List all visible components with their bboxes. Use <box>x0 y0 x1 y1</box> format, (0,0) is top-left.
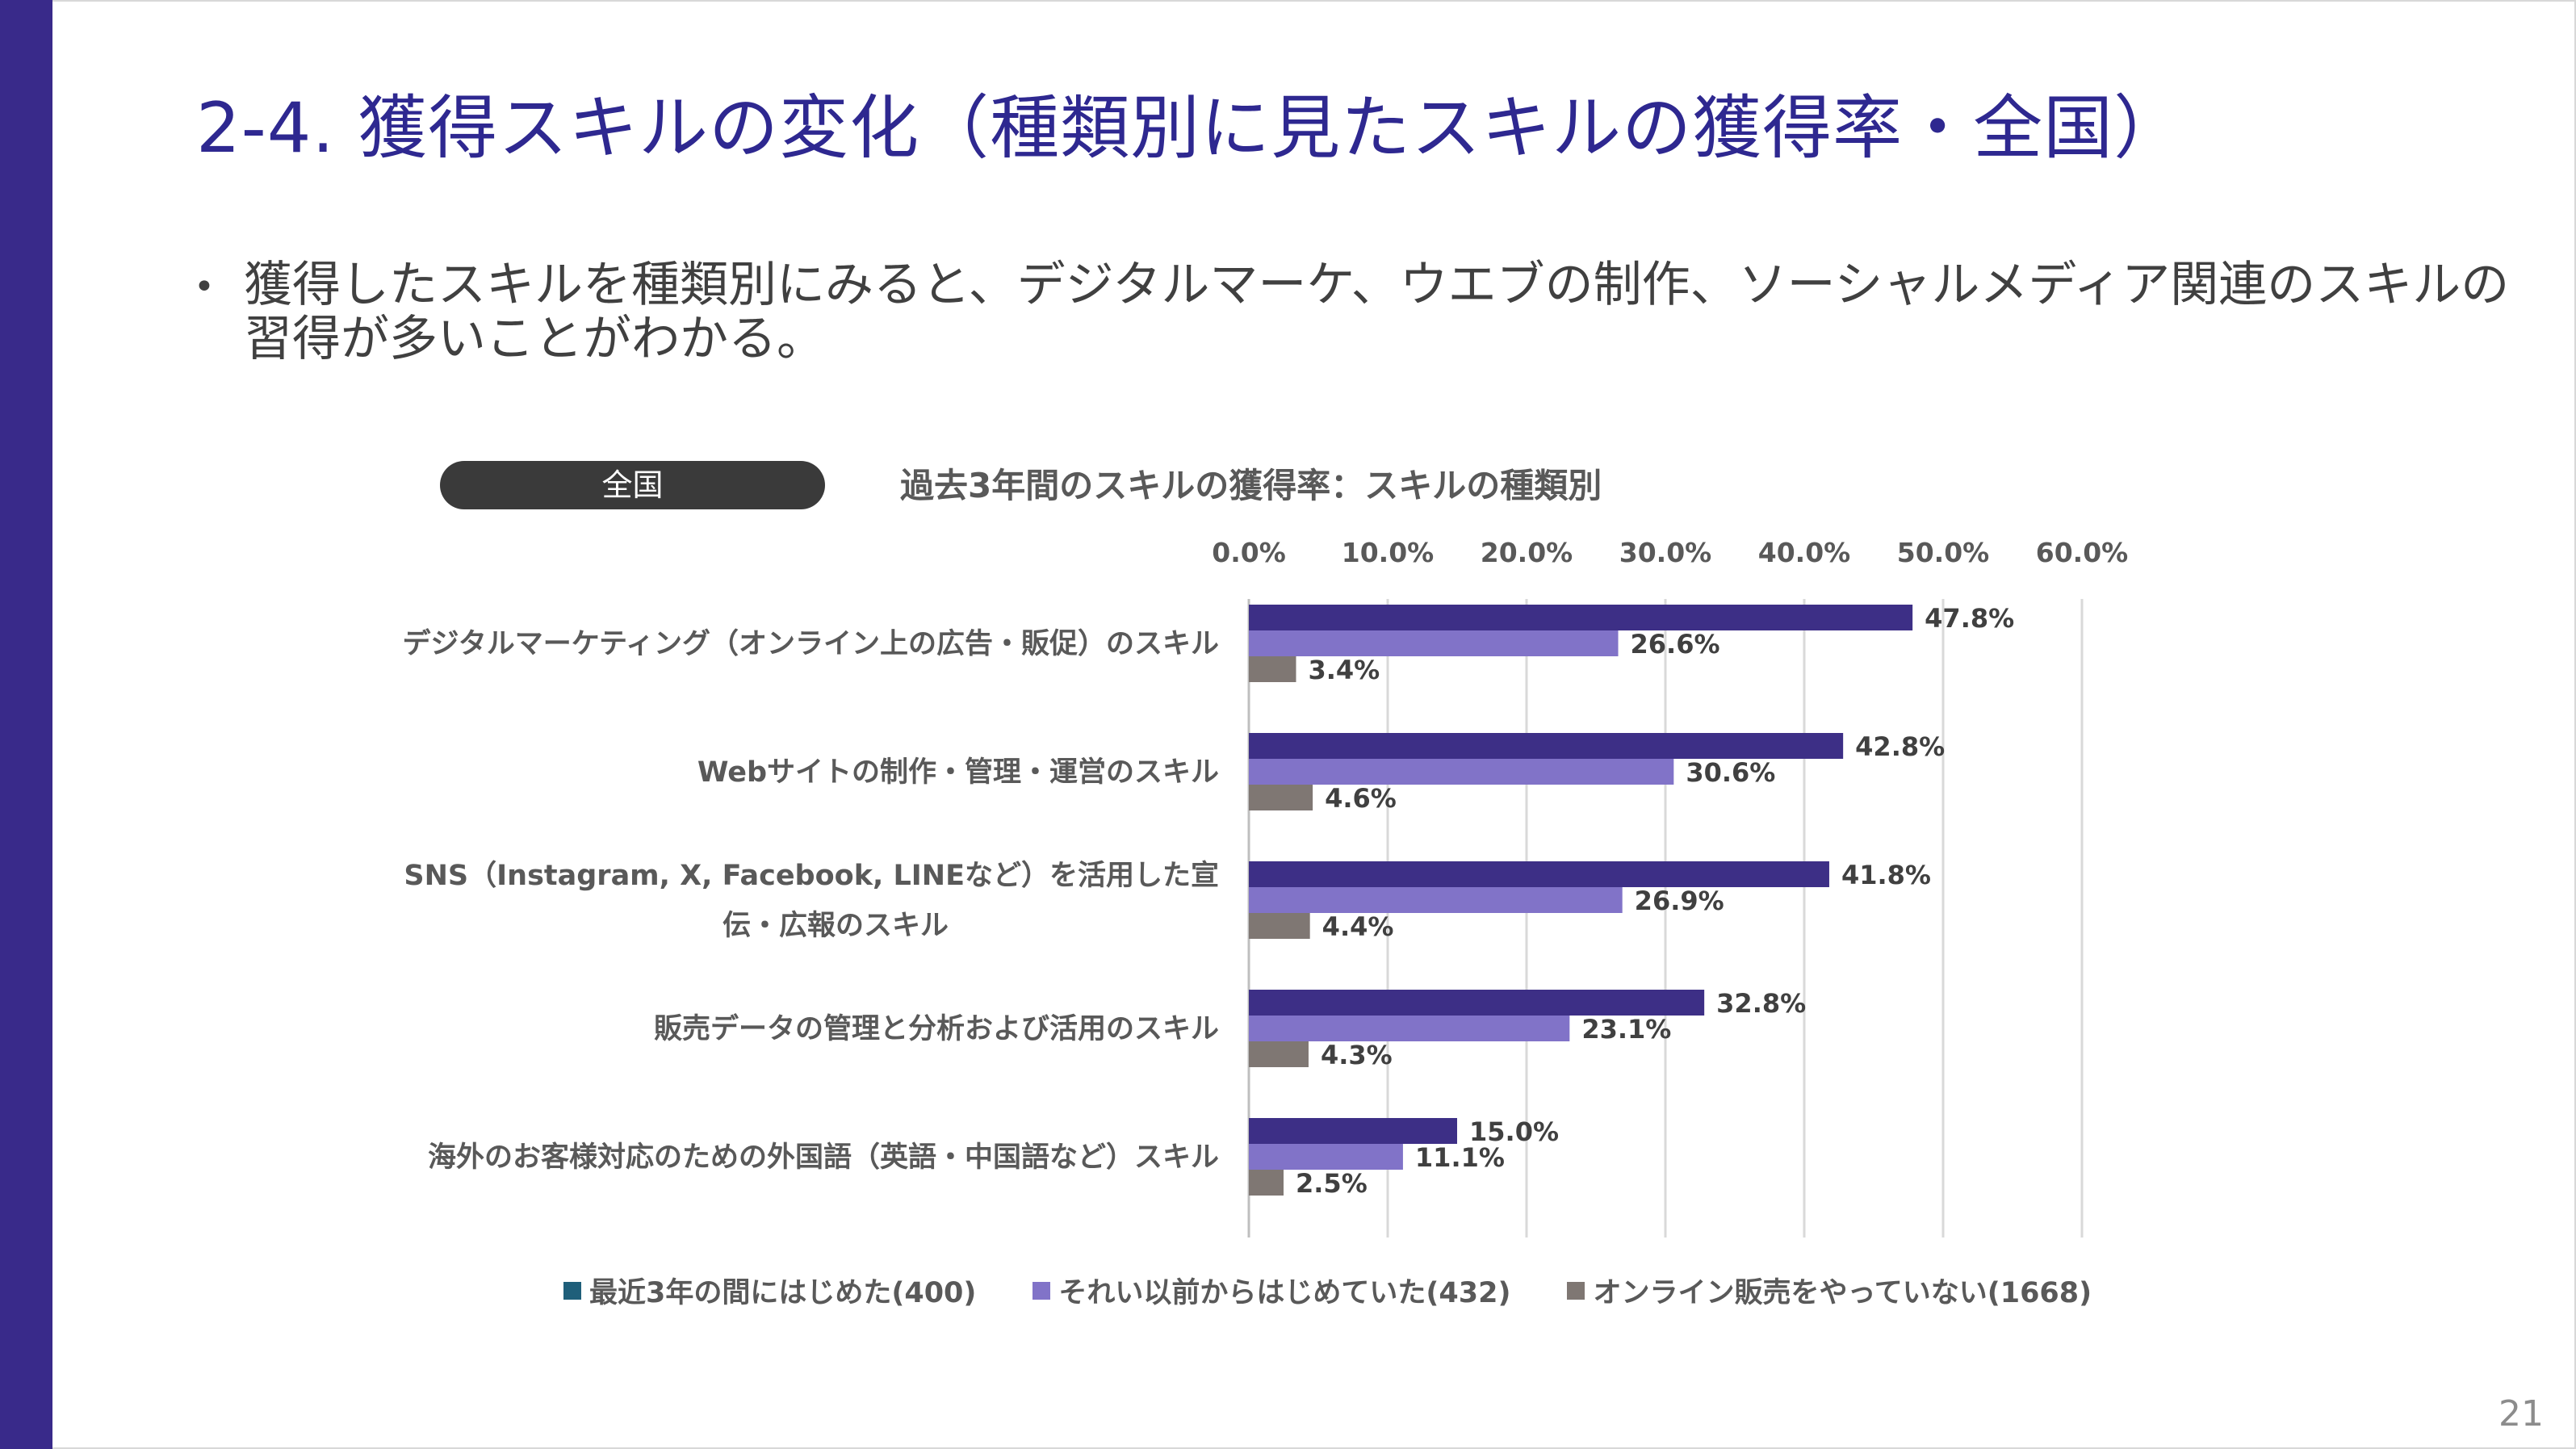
legend-item: 最近3年の間にはじめた(400) <box>563 1270 976 1311</box>
data-label: 30.6% <box>1686 757 1775 788</box>
region-label-pill: 全国 <box>440 461 825 509</box>
bar-1 <box>1249 733 1844 759</box>
data-label: 32.8% <box>1716 988 1806 1019</box>
legend-item: オンライン販売をやっていない(1668) <box>1567 1270 2092 1311</box>
y-category-label: SNS（Instagram, X, Facebook, LINEなど）を活用した… <box>404 860 1219 892</box>
data-label: 15.0% <box>1469 1116 1559 1147</box>
bar-1 <box>1249 1118 1457 1144</box>
legend-swatch <box>1032 1281 1051 1300</box>
data-label: 26.9% <box>1635 886 1724 916</box>
x-tick-label: 60.0% <box>2036 537 2129 568</box>
legend-item: それい以前からはじめていた(432) <box>1032 1270 1510 1311</box>
data-label: 26.6% <box>1631 629 1720 660</box>
slide-title: 2-4. 獲得スキルの変化（種類別に見たスキルの獲得率・全国） <box>196 88 2184 169</box>
data-label: 3.4% <box>1308 655 1380 685</box>
data-label: 47.8% <box>1925 603 2014 634</box>
x-tick-label: 50.0% <box>1897 537 1990 568</box>
x-tick-label: 30.0% <box>1619 537 1712 568</box>
legend-label: それい以前からはじめていた(432) <box>1058 1277 1511 1309</box>
x-tick-label: 10.0% <box>1342 537 1435 568</box>
data-label: 4.4% <box>1322 911 1394 942</box>
slide-accent-bar <box>0 0 52 1449</box>
bar-3 <box>1249 913 1310 939</box>
bar-1 <box>1249 861 1829 887</box>
y-category-label: デジタルマーケティング（オンライン上の広告・販促）のスキル <box>402 627 1219 660</box>
legend-swatch <box>563 1281 581 1300</box>
legend-label: 最近3年の間にはじめた(400) <box>589 1277 977 1309</box>
data-label: 4.6% <box>1325 783 1397 814</box>
bar-2 <box>1249 1016 1570 1041</box>
page-number: 21 <box>2499 1393 2544 1434</box>
y-category-label: Webサイトの制作・管理・運営のスキル <box>697 756 1219 789</box>
bar-2 <box>1249 759 1674 785</box>
y-category-label: 伝・広報のスキル <box>723 910 949 942</box>
data-label: 42.8% <box>1855 731 1945 762</box>
chart-legend: 最近3年の間にはじめた(400) それい以前からはじめていた(432) オンライン販… <box>563 1270 2092 1311</box>
x-tick-label: 0.0% <box>1212 537 1286 568</box>
y-category-label: 海外のお客様対応のための外国語（英語・中国語など）スキル <box>428 1141 1219 1174</box>
legend-label: オンライン販売をやっていない(1668) <box>1593 1277 2092 1309</box>
bar-3 <box>1249 1170 1284 1196</box>
data-label: 11.1% <box>1415 1142 1505 1173</box>
bullet-text: 獲得したスキルを種類別にみると、デジタルマーケ、ウエブの制作、ソーシャルメディア… <box>244 257 2510 367</box>
data-label: 4.3% <box>1321 1040 1393 1070</box>
bar-2 <box>1249 887 1623 913</box>
data-label: 23.1% <box>1581 1014 1671 1045</box>
bar-2 <box>1249 1144 1403 1170</box>
x-tick-label: 20.0% <box>1481 537 1573 568</box>
bar-3 <box>1249 1041 1309 1067</box>
y-category-label: 販売データの管理と分析および活用のスキル <box>654 1012 1219 1045</box>
bullet-marker: • <box>194 266 215 308</box>
bar-3 <box>1249 785 1313 810</box>
bar-3 <box>1249 656 1296 682</box>
data-label: 41.8% <box>1841 860 1931 890</box>
x-tick-label: 40.0% <box>1758 537 1851 568</box>
bar-1 <box>1249 605 1913 630</box>
legend-swatch <box>1567 1281 1585 1300</box>
bar-1 <box>1249 990 1705 1016</box>
chart-title: 過去3年間のスキルの獲得率：スキルの種類別 <box>900 466 1602 505</box>
slide-frame <box>52 0 2576 1449</box>
data-label: 2.5% <box>1296 1168 1368 1199</box>
bar-2 <box>1249 630 1619 656</box>
